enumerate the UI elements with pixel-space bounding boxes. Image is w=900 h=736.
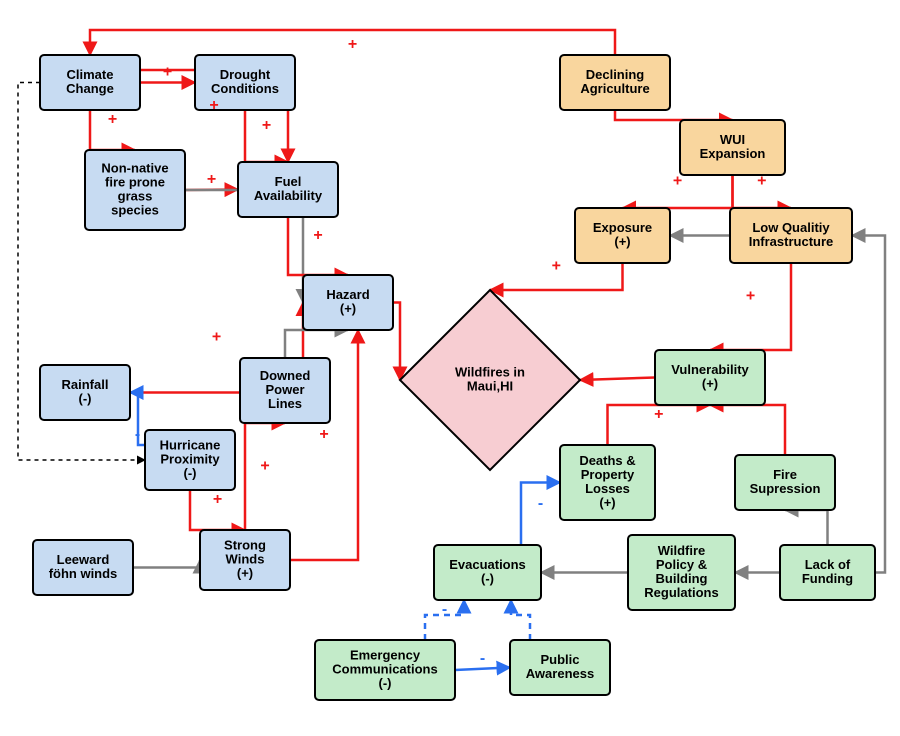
label-rainfall: (-)	[79, 391, 92, 406]
label-fuel: Availability	[254, 188, 323, 203]
edge-awareness-evac	[511, 600, 530, 640]
sign-agri-climate: +	[348, 36, 357, 53]
sign-emergcom-awareness: -	[480, 650, 485, 667]
sign-evac-deaths: -	[538, 495, 543, 512]
label-fuel: Fuel	[275, 174, 302, 189]
edge-agri-wui	[615, 110, 733, 120]
label-grasses: fire prone	[105, 174, 165, 189]
label-hazard: Hazard	[326, 287, 369, 302]
label-winds: (+)	[237, 565, 253, 580]
sign-deaths-vuln: +	[654, 406, 663, 423]
label-vuln: Vulnerability	[671, 362, 749, 377]
label-grasses: Non-native	[101, 160, 168, 175]
sign-exposure-maui: +	[552, 258, 561, 275]
sign-hurricane-rainfall: -	[135, 426, 140, 443]
label-awareness: Public	[540, 652, 579, 667]
label-winds: Winds	[226, 551, 265, 566]
label-climate: Climate	[67, 67, 114, 82]
edge-funding-firesup	[785, 510, 828, 545]
label-maui: Wildfires in	[455, 364, 525, 379]
nodes-layer: ClimateChange DroughtConditions Non-native…	[33, 55, 875, 700]
label-maui: Maui,HI	[467, 378, 513, 393]
edge-vuln-maui	[580, 378, 655, 381]
label-vuln: (+)	[702, 376, 718, 391]
label-exposure: Exposure	[593, 220, 652, 235]
label-exposure: (+)	[614, 234, 630, 249]
label-lowinfra: Low Qualitiy	[752, 220, 830, 235]
label-policy: Regulations	[644, 585, 718, 600]
sign-climate-grasses: +	[108, 111, 117, 128]
label-powerlines: Downed	[260, 368, 311, 383]
edge-funding-lowinfra	[852, 236, 885, 573]
edge-firesup-vuln	[710, 405, 785, 455]
label-climate: Change	[66, 81, 114, 96]
sign-fuel-hazard: +	[313, 227, 322, 244]
label-rainfall: Rainfall	[62, 377, 109, 392]
label-deaths: (+)	[599, 495, 615, 510]
sign-rainfall-hazard: +	[212, 329, 221, 346]
edge-lowinfra-vuln	[710, 263, 791, 350]
label-leeward: Leeward	[57, 552, 110, 567]
sign-drought-fuel: +	[262, 117, 271, 134]
label-agri: Declining	[586, 67, 645, 82]
label-hurricane: Hurricane	[160, 437, 221, 452]
sign-grasses-fuel: +	[207, 171, 216, 188]
edge-hazard-maui	[393, 303, 400, 381]
edge-evac-deaths	[521, 483, 560, 546]
label-leeward: föhn winds	[49, 566, 118, 581]
label-lowinfra: Infrastructure	[749, 234, 834, 249]
sign-winds-powerlines: +	[260, 458, 269, 475]
sign-winds-hazard: +	[319, 426, 328, 443]
edge-winds-powerlines	[245, 423, 285, 530]
label-emergcom: (-)	[379, 675, 392, 690]
label-deaths: Deaths &	[579, 453, 635, 468]
sign-lowinfra-vuln: +	[746, 288, 755, 305]
label-hazard: (+)	[340, 301, 356, 316]
label-deaths: Property	[581, 467, 635, 482]
label-awareness: Awareness	[526, 666, 594, 681]
sign-hurricane-winds: +	[213, 491, 222, 508]
label-evac: Evacuations	[449, 557, 526, 572]
label-drought: Drought	[220, 67, 271, 82]
label-drought: Conditions	[211, 81, 279, 96]
sign-wui-exposure: +	[673, 173, 682, 190]
label-funding: Lack of	[805, 557, 851, 572]
label-grasses: species	[111, 202, 159, 217]
label-hurricane: Proximity	[160, 451, 220, 466]
label-hurricane: (-)	[184, 465, 197, 480]
sign-emergcom-evac: -	[442, 601, 447, 618]
label-powerlines: Power	[265, 382, 304, 397]
edge-powerlines-hazard	[285, 330, 348, 358]
label-firesup: Fire	[773, 467, 797, 482]
edge-emergcom-awareness	[455, 668, 510, 671]
label-wui: WUI	[720, 132, 745, 147]
label-grasses: grass	[118, 188, 153, 203]
label-evac: (-)	[481, 571, 494, 586]
label-emergcom: Emergency	[350, 647, 421, 662]
edge-fuel-hazard	[288, 217, 348, 275]
sign-climate-drought: +	[163, 64, 172, 81]
label-policy: Wildfire	[658, 543, 706, 558]
edge-leeward-winds	[133, 560, 200, 568]
label-emergcom: Communications	[332, 661, 437, 676]
causal-diagram: ClimateChange DroughtConditions Non-native…	[0, 0, 900, 736]
label-deaths: Losses	[585, 481, 630, 496]
label-winds: Strong	[224, 537, 266, 552]
label-policy: Building	[656, 571, 708, 586]
label-policy: Policy &	[656, 557, 707, 572]
label-wui: Expansion	[700, 146, 766, 161]
label-agri: Agriculture	[580, 81, 649, 96]
label-firesup: Supression	[750, 481, 821, 496]
label-powerlines: Lines	[268, 396, 302, 411]
sign-wui-lowinfra: +	[757, 173, 766, 190]
label-funding: Funding	[802, 571, 853, 586]
sign-climate-fuel: +	[209, 97, 218, 114]
